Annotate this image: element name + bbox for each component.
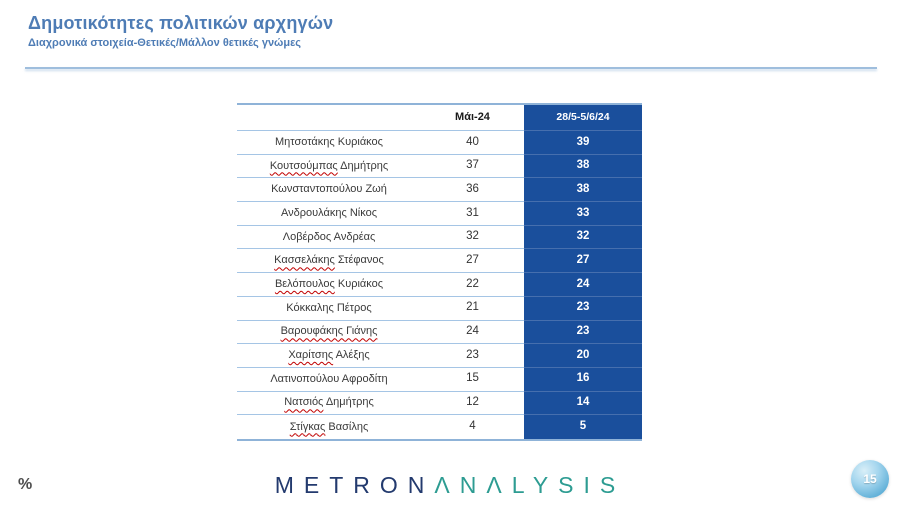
col-header-may: Μάι-24 xyxy=(421,105,524,131)
may-value: 40 xyxy=(421,131,524,155)
leader-name-text: Κωνσταντοπούλου Ζωή xyxy=(271,183,387,196)
june-value: 23 xyxy=(524,320,642,345)
may-value: 27 xyxy=(421,249,524,274)
leader-name-text: Δημήτρης xyxy=(323,396,374,409)
leader-name: Νατσιός Δημήτρης xyxy=(237,392,421,416)
leader-name: Κωνσταντοπούλου Ζωή xyxy=(237,178,421,203)
col-header-june: 28/5-5/6/24 xyxy=(524,105,642,131)
leader-name: Χαρίτσης Αλέξης xyxy=(237,344,421,368)
col-header-empty xyxy=(237,105,421,131)
leader-name-text: Μητσοτάκης Κυριάκος xyxy=(275,135,383,148)
may-value: 12 xyxy=(421,392,524,416)
page-title: Δημοτικότητες πολιτικών αρχηγών xyxy=(28,13,334,33)
leader-name-text: Ανδρουλάκης Νίκος xyxy=(281,206,377,219)
logo-analysis: ΛNΛLYSIS xyxy=(434,472,626,498)
june-value: 14 xyxy=(524,391,642,416)
leader-name-text: Βασίλης xyxy=(325,420,369,433)
may-value: 32 xyxy=(421,226,524,250)
slide-header: Δημοτικότητες πολιτικών αρχηγών Διαχρονι… xyxy=(28,13,333,49)
leader-name: Βελόπουλος Κυριάκος xyxy=(237,273,421,297)
june-value: 32 xyxy=(524,225,642,250)
may-value: 22 xyxy=(421,273,524,297)
june-value: 38 xyxy=(524,178,642,203)
leader-name: Λατινοπούλου Αφροδίτη xyxy=(237,368,421,392)
leader-name: Ανδρουλάκης Νίκος xyxy=(237,202,421,226)
leader-name-marked: Βελόπουλος xyxy=(274,277,335,290)
leader-name-marked: Νατσιός xyxy=(284,396,324,409)
leader-name-text: Λατινοπούλου Αφροδίτη xyxy=(270,372,388,385)
leader-name: Κασσελάκης Στέφανος xyxy=(237,249,421,274)
june-value: 39 xyxy=(524,131,642,155)
popularity-table: Μάι-24 28/5-5/6/24 Μητσοτάκης Κυριάκος 40… xyxy=(237,103,642,441)
june-value: 27 xyxy=(524,249,642,274)
june-value: 23 xyxy=(524,296,642,321)
metron-analysis-logo: METRONΛNΛLYSIS xyxy=(0,472,900,499)
june-value: 16 xyxy=(524,367,642,392)
june-value: 5 xyxy=(524,415,642,439)
leader-name: Κόκκαλης Πέτρος xyxy=(237,297,421,321)
percent-label: % xyxy=(18,476,33,493)
leader-name: Μητσοτάκης Κυριάκος xyxy=(237,131,421,155)
leader-name-text: Δημήτρης xyxy=(337,159,389,172)
leader-name-marked: Βαρουφάκης Γιάνης xyxy=(280,325,378,338)
may-value: 31 xyxy=(421,202,524,226)
june-value: 24 xyxy=(524,273,642,297)
may-value: 4 xyxy=(469,420,476,433)
header-divider xyxy=(25,67,877,69)
may-value: 15 xyxy=(421,368,524,392)
page-number-badge: 15 xyxy=(851,460,889,498)
leader-name-marked: Κουτσούμπας xyxy=(269,159,338,172)
june-value: 38 xyxy=(524,154,642,179)
leader-name-text: Κόκκαλης Πέτρος xyxy=(286,301,372,314)
leader-name: Βαρουφάκης Γιάνης xyxy=(237,321,421,345)
leader-name-text: Στέφανος xyxy=(334,254,384,267)
leader-name-text: Κυριάκος xyxy=(334,277,384,290)
page-number: 15 xyxy=(863,472,877,486)
leader-name: Στίγκας Βασίλης xyxy=(237,415,421,439)
may-value: 23 xyxy=(421,344,524,368)
logo-metron: METRON xyxy=(274,472,435,498)
may-value: 36 xyxy=(421,178,524,203)
leader-name-marked: Χαρίτσης xyxy=(288,349,334,362)
june-value: 20 xyxy=(524,344,642,368)
leader-name-marked: Κασσελάκης xyxy=(274,254,335,267)
may-value: 24 xyxy=(421,321,524,345)
leader-name: Κουτσούμπας Δημήτρης xyxy=(237,155,421,179)
leader-name: Λοβέρδος Ανδρέας xyxy=(237,226,421,250)
leader-name-text: Λοβέρδος Ανδρέας xyxy=(282,230,376,243)
may-value: 21 xyxy=(421,297,524,321)
page-subtitle: Διαχρονικά στοιχεία-Θετικές/Μάλλον θετικ… xyxy=(28,37,302,49)
june-value: 33 xyxy=(524,202,642,226)
leader-name-marked: Στίγκας xyxy=(289,420,326,433)
may-value: 37 xyxy=(421,155,524,179)
leader-name-text: Αλέξης xyxy=(333,349,370,362)
